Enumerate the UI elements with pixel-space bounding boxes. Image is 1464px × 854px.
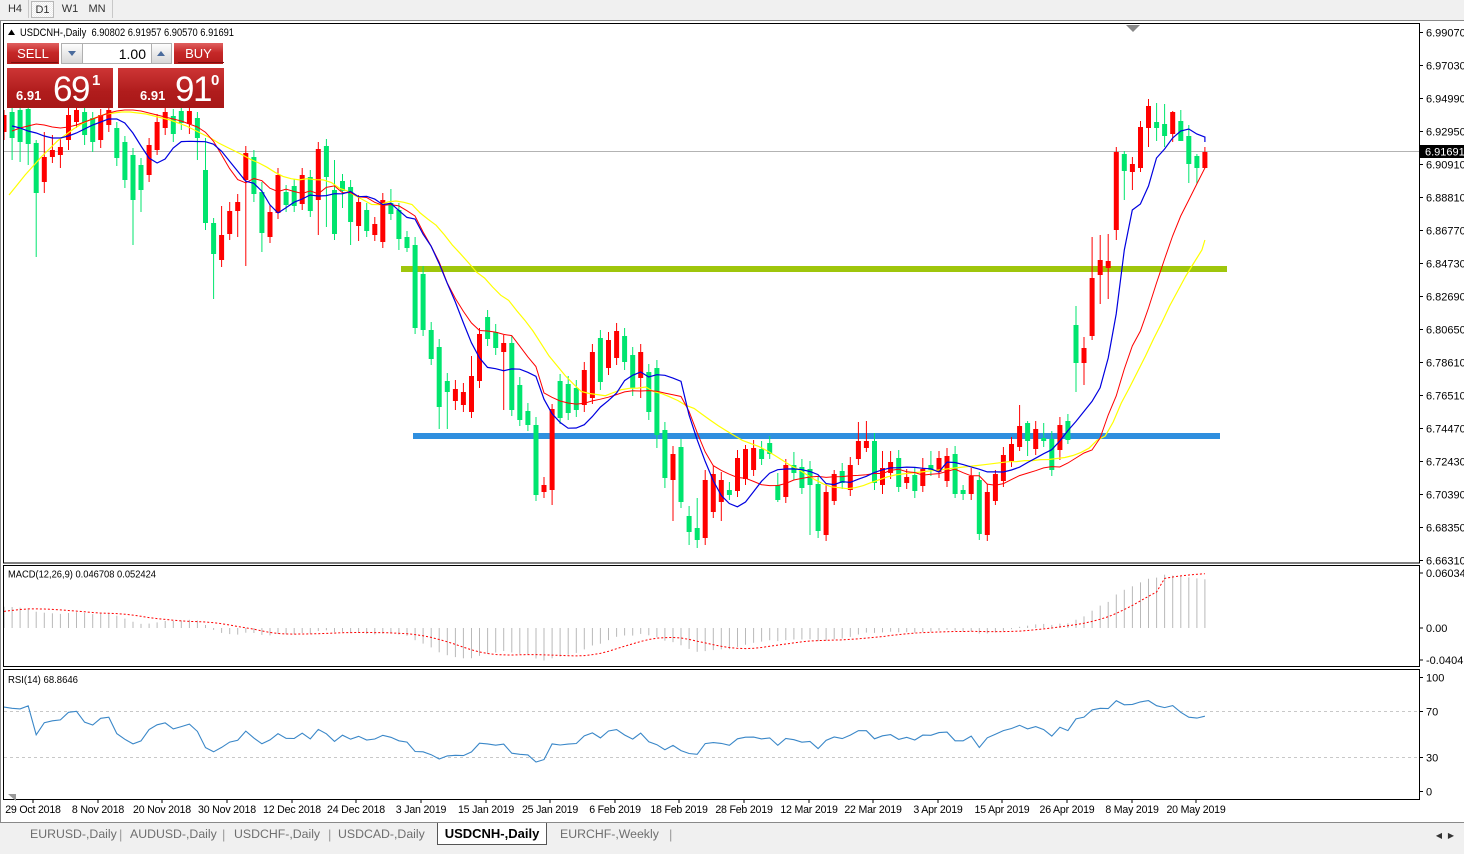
svg-text:0.060342: 0.060342 bbox=[1426, 568, 1464, 580]
svg-text:20 May 2019: 20 May 2019 bbox=[1166, 804, 1225, 816]
svg-text:USDCNH-,Daily 6.90802 6.91957: USDCNH-,Daily 6.90802 6.91957 6.90570 6.… bbox=[20, 27, 234, 39]
svg-text:29 Oct 2018: 29 Oct 2018 bbox=[5, 804, 61, 816]
svg-text:RSI(14) 68.8646: RSI(14) 68.8646 bbox=[8, 674, 78, 686]
svg-text:8 Nov 2018: 8 Nov 2018 bbox=[72, 804, 124, 816]
svg-text:6.84730: 6.84730 bbox=[1426, 259, 1464, 271]
svg-text:6.97030: 6.97030 bbox=[1426, 61, 1464, 73]
svg-text:6.90910: 6.90910 bbox=[1426, 160, 1464, 172]
svg-text:6.86770: 6.86770 bbox=[1426, 226, 1464, 238]
svg-text:MACD(12,26,9) 0.046708 0.05242: MACD(12,26,9) 0.046708 0.052424 bbox=[8, 569, 156, 581]
svg-text:6.99070: 6.99070 bbox=[1426, 28, 1464, 40]
svg-text:26 Apr 2019: 26 Apr 2019 bbox=[1040, 804, 1095, 816]
svg-text:22 Mar 2019: 22 Mar 2019 bbox=[844, 804, 902, 816]
svg-text:15 Jan 2019: 15 Jan 2019 bbox=[458, 804, 514, 816]
svg-text:30: 30 bbox=[1426, 753, 1438, 765]
svg-text:3 Apr 2019: 3 Apr 2019 bbox=[913, 804, 963, 816]
svg-text:-0.040415: -0.040415 bbox=[1426, 655, 1464, 667]
svg-text:6.80650: 6.80650 bbox=[1426, 325, 1464, 337]
svg-text:100: 100 bbox=[1426, 673, 1444, 685]
svg-text:70: 70 bbox=[1426, 707, 1438, 719]
svg-text:6.70390: 6.70390 bbox=[1426, 490, 1464, 502]
svg-text:8 May 2019: 8 May 2019 bbox=[1105, 804, 1159, 816]
svg-text:30 Nov 2018: 30 Nov 2018 bbox=[198, 804, 256, 816]
svg-text:15 Apr 2019: 15 Apr 2019 bbox=[975, 804, 1030, 816]
svg-text:18 Feb 2019: 18 Feb 2019 bbox=[650, 804, 708, 816]
svg-text:6.88810: 6.88810 bbox=[1426, 193, 1464, 205]
svg-text:24 Dec 2018: 24 Dec 2018 bbox=[327, 804, 385, 816]
svg-text:3 Jan 2019: 3 Jan 2019 bbox=[396, 804, 447, 816]
svg-text:6.78610: 6.78610 bbox=[1426, 358, 1464, 370]
svg-text:6.68350: 6.68350 bbox=[1426, 523, 1464, 535]
svg-text:6.82690: 6.82690 bbox=[1426, 292, 1464, 304]
svg-text:20 Nov 2018: 20 Nov 2018 bbox=[133, 804, 191, 816]
svg-text:6.76510: 6.76510 bbox=[1426, 391, 1464, 403]
svg-text:28 Feb 2019: 28 Feb 2019 bbox=[715, 804, 773, 816]
svg-text:6.74470: 6.74470 bbox=[1426, 424, 1464, 436]
svg-text:6.72430: 6.72430 bbox=[1426, 457, 1464, 469]
svg-text:12 Mar 2019: 12 Mar 2019 bbox=[780, 804, 838, 816]
svg-text:6.66310: 6.66310 bbox=[1426, 556, 1464, 568]
svg-text:6.91691: 6.91691 bbox=[1425, 147, 1464, 159]
svg-text:6.92950: 6.92950 bbox=[1426, 127, 1464, 139]
svg-text:0.00: 0.00 bbox=[1426, 623, 1447, 635]
svg-text:25 Jan 2019: 25 Jan 2019 bbox=[522, 804, 578, 816]
svg-text:12 Dec 2018: 12 Dec 2018 bbox=[263, 804, 321, 816]
svg-text:6.94990: 6.94990 bbox=[1426, 94, 1464, 106]
svg-text:0: 0 bbox=[1426, 787, 1432, 799]
svg-text:6 Feb 2019: 6 Feb 2019 bbox=[589, 804, 641, 816]
